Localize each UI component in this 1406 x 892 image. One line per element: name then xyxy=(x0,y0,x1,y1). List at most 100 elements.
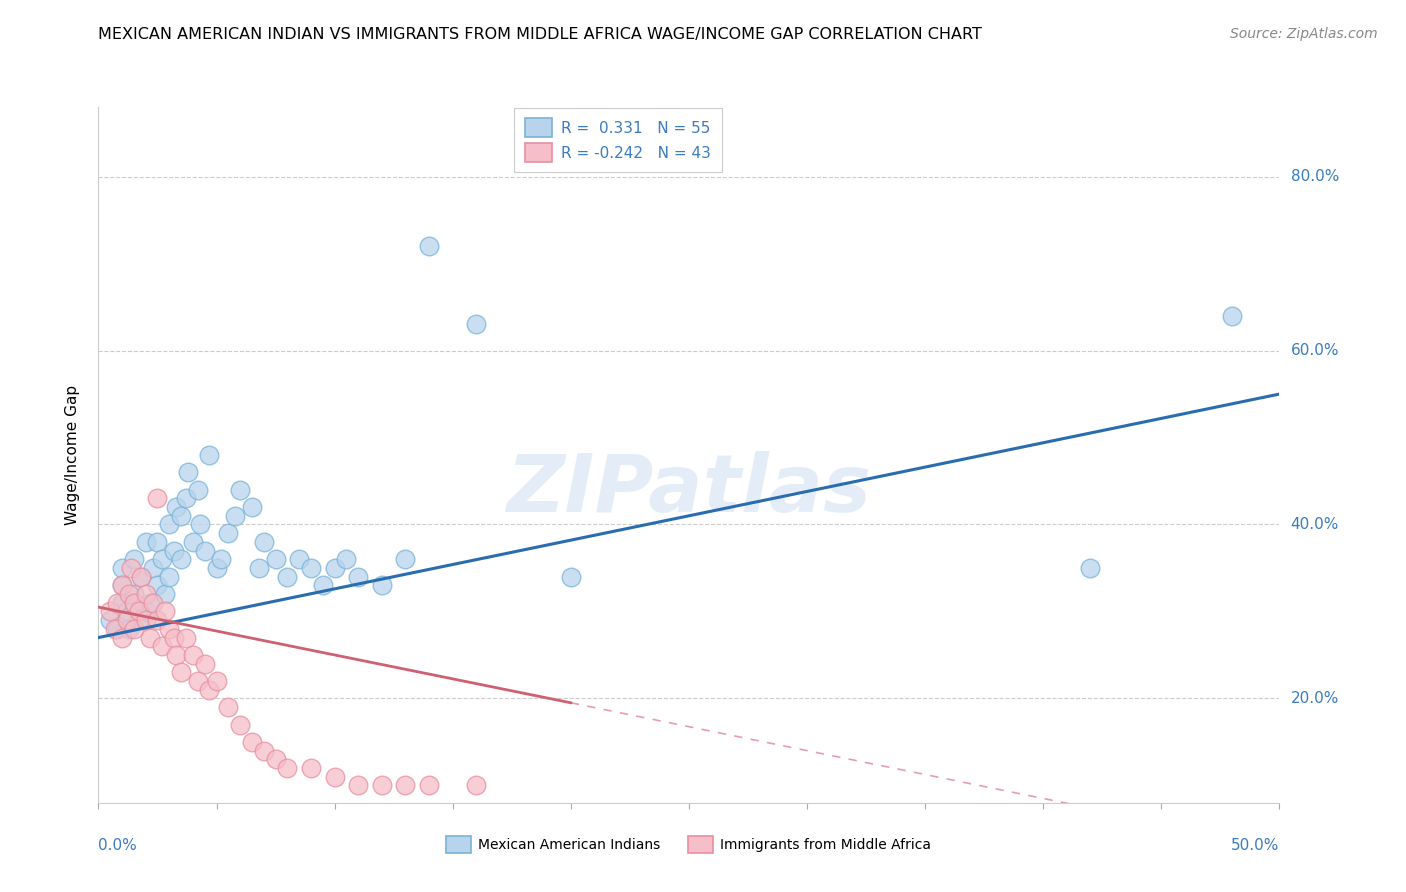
Point xyxy=(135,613,157,627)
Point xyxy=(146,534,169,549)
Point xyxy=(142,596,165,610)
Legend: Mexican American Indians, Immigrants from Middle Africa: Mexican American Indians, Immigrants fro… xyxy=(441,830,936,858)
Point xyxy=(105,622,128,636)
Point xyxy=(229,717,252,731)
Point xyxy=(157,517,180,532)
Point xyxy=(163,543,186,558)
Point xyxy=(128,613,150,627)
Point xyxy=(150,639,173,653)
Point xyxy=(198,448,221,462)
Point xyxy=(118,622,141,636)
Point xyxy=(146,491,169,506)
Point xyxy=(560,569,582,583)
Point xyxy=(299,761,322,775)
Point xyxy=(150,552,173,566)
Point xyxy=(139,631,162,645)
Point xyxy=(98,605,121,619)
Point xyxy=(181,648,204,662)
Point xyxy=(264,752,287,766)
Point xyxy=(240,500,263,514)
Point xyxy=(240,735,263,749)
Point xyxy=(115,613,138,627)
Point xyxy=(170,508,193,523)
Point xyxy=(299,561,322,575)
Point xyxy=(157,622,180,636)
Point xyxy=(194,657,217,671)
Point xyxy=(170,552,193,566)
Point xyxy=(347,569,370,583)
Text: 0.0%: 0.0% xyxy=(98,838,138,853)
Point xyxy=(253,534,276,549)
Point xyxy=(198,682,221,697)
Point xyxy=(276,569,298,583)
Point xyxy=(335,552,357,566)
Point xyxy=(1220,309,1243,323)
Point xyxy=(104,622,127,636)
Point xyxy=(153,587,176,601)
Point xyxy=(135,587,157,601)
Point xyxy=(194,543,217,558)
Point xyxy=(122,587,145,601)
Point xyxy=(165,500,187,514)
Point xyxy=(465,318,488,332)
Point xyxy=(205,561,228,575)
Text: Source: ZipAtlas.com: Source: ZipAtlas.com xyxy=(1230,27,1378,41)
Text: 50.0%: 50.0% xyxy=(1232,838,1279,853)
Point xyxy=(146,613,169,627)
Text: 20.0%: 20.0% xyxy=(1291,691,1339,706)
Y-axis label: Wage/Income Gap: Wage/Income Gap xyxy=(65,384,80,525)
Point xyxy=(111,561,134,575)
Point xyxy=(181,534,204,549)
Point xyxy=(170,665,193,680)
Point xyxy=(264,552,287,566)
Point xyxy=(174,491,197,506)
Point xyxy=(129,569,152,583)
Point xyxy=(122,596,145,610)
Point xyxy=(135,534,157,549)
Point xyxy=(209,552,232,566)
Point xyxy=(229,483,252,497)
Point xyxy=(418,239,440,253)
Point xyxy=(122,622,145,636)
Point xyxy=(142,561,165,575)
Point xyxy=(111,578,134,592)
Point xyxy=(188,517,211,532)
Text: 80.0%: 80.0% xyxy=(1291,169,1339,184)
Point xyxy=(394,552,416,566)
Point xyxy=(111,578,134,592)
Point xyxy=(153,605,176,619)
Point xyxy=(146,578,169,592)
Point xyxy=(157,569,180,583)
Point xyxy=(224,508,246,523)
Text: MEXICAN AMERICAN INDIAN VS IMMIGRANTS FROM MIDDLE AFRICA WAGE/INCOME GAP CORRELA: MEXICAN AMERICAN INDIAN VS IMMIGRANTS FR… xyxy=(98,27,983,42)
Point xyxy=(276,761,298,775)
Point xyxy=(122,552,145,566)
Point xyxy=(135,605,157,619)
Point xyxy=(111,631,134,645)
Point xyxy=(217,526,239,541)
Text: ZIPatlas: ZIPatlas xyxy=(506,450,872,529)
Point xyxy=(1080,561,1102,575)
Point xyxy=(323,561,346,575)
Point xyxy=(118,587,141,601)
Point xyxy=(288,552,311,566)
Point xyxy=(312,578,335,592)
Point xyxy=(105,596,128,610)
Point xyxy=(111,596,134,610)
Point xyxy=(187,674,209,689)
Point xyxy=(163,631,186,645)
Point xyxy=(371,778,394,793)
Point xyxy=(418,778,440,793)
Point xyxy=(187,483,209,497)
Point xyxy=(217,700,239,714)
Point xyxy=(465,778,488,793)
Point xyxy=(165,648,187,662)
Point xyxy=(115,605,138,619)
Point xyxy=(323,770,346,784)
Point xyxy=(347,778,370,793)
Point xyxy=(177,466,200,480)
Text: 60.0%: 60.0% xyxy=(1291,343,1339,358)
Point xyxy=(394,778,416,793)
Point xyxy=(129,569,152,583)
Point xyxy=(128,605,150,619)
